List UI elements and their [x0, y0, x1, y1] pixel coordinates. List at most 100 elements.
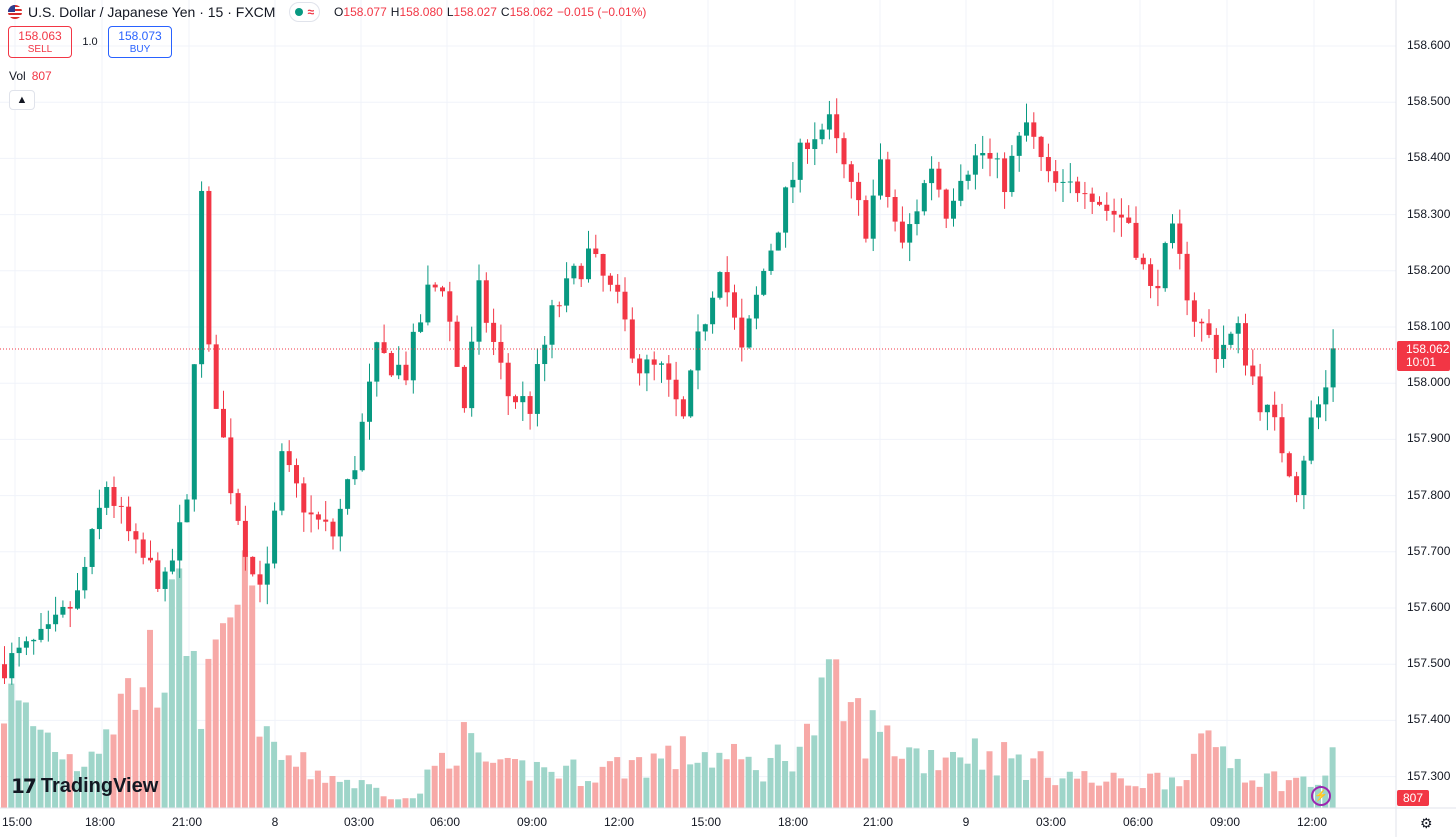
candle-body [702, 324, 708, 332]
volume-bar [971, 738, 978, 808]
candle-body [199, 190, 205, 365]
candle-body [177, 522, 183, 561]
volume-bar [504, 757, 511, 808]
candle-body [1024, 122, 1029, 136]
volume-bar [898, 758, 905, 808]
time-tick-label: 18:00 [85, 815, 116, 829]
candle-body [133, 531, 139, 540]
candle-body [951, 200, 956, 219]
candle-body [651, 359, 657, 365]
market-status[interactable]: ≈ [289, 2, 321, 22]
candle-body [242, 520, 248, 557]
price-tick-label: 158.300 [1407, 206, 1451, 221]
candle-body [1264, 404, 1270, 413]
candle-body [841, 138, 847, 165]
time-tick-label: 06:00 [1123, 815, 1154, 829]
candle-body [826, 114, 832, 130]
volume-bar [665, 745, 672, 808]
volume-bar [599, 766, 606, 808]
volume-bar [658, 758, 664, 808]
candle-body [272, 510, 278, 564]
volume-bar [731, 743, 737, 808]
volume-bar [679, 736, 686, 808]
candle-body [1213, 334, 1219, 360]
candle-body [1279, 417, 1285, 454]
candle-body [308, 512, 314, 515]
collapse-legend-button[interactable]: ▲ [9, 90, 35, 110]
volume-bar [249, 585, 256, 808]
candle-body [425, 284, 431, 323]
candle-body [994, 158, 1000, 160]
price-tick-label: 157.800 [1407, 487, 1451, 502]
volume-bar [212, 639, 219, 808]
candle-body [96, 507, 102, 530]
volume-bar [285, 755, 292, 808]
candle-body [659, 363, 664, 365]
candle-body [1104, 204, 1110, 211]
candle-body [228, 437, 234, 494]
volume-bar [672, 769, 679, 808]
order-quantity[interactable]: 1.0 [82, 36, 98, 48]
candle-body [513, 396, 518, 403]
candle-body [965, 174, 971, 181]
candle-body [432, 284, 438, 288]
volume-bar [497, 759, 504, 808]
volume-bar [490, 762, 497, 808]
candle-body [23, 641, 29, 648]
time-tick-label: 18:00 [778, 815, 809, 829]
candle-body [505, 362, 511, 397]
volume-bar [782, 760, 789, 808]
candle-body [1308, 417, 1314, 461]
candle-body [213, 344, 219, 409]
candle-body [520, 396, 526, 403]
symbol-title[interactable]: U.S. Dollar / Japanese Yen · 15 · FXCM [28, 4, 276, 20]
lightning-icon[interactable]: ⚡ [1311, 786, 1331, 806]
candle-body [206, 190, 212, 345]
volume-bar [1052, 785, 1059, 808]
volume-bar [52, 751, 59, 808]
candlesticks [2, 98, 1336, 685]
candle-body [775, 232, 781, 251]
market-open-icon [295, 8, 304, 16]
volume-bar [1074, 778, 1081, 808]
candle-body [337, 508, 343, 537]
volume-bar [709, 767, 716, 808]
candle-body [60, 606, 66, 615]
volume-bar [1, 723, 7, 808]
volume-bar [738, 759, 745, 808]
gear-icon[interactable]: ⚙ [1420, 815, 1433, 831]
volume-bar [825, 659, 832, 808]
price-tick-label: 157.400 [1407, 712, 1451, 727]
candle-body [1089, 193, 1095, 202]
candle-body [1257, 376, 1263, 413]
volume-bar [869, 710, 876, 808]
candle-body [352, 470, 358, 480]
candle-body [367, 381, 372, 422]
volume-bar [424, 769, 431, 808]
candle-body [257, 574, 263, 585]
volume-bar [117, 693, 124, 808]
volume-bar [1249, 780, 1256, 808]
candle-body [491, 322, 497, 342]
tradingview-logo[interactable]: 𝟭𝟳 TradingView [11, 775, 159, 798]
candle-body [527, 396, 533, 414]
volume-bar [1132, 786, 1139, 808]
volume-bar [234, 604, 241, 808]
candle-body [819, 129, 825, 140]
volume-bar [95, 753, 102, 808]
volume-bar [942, 757, 949, 808]
time-tick-label: 12:00 [1297, 815, 1328, 829]
volume-bar [395, 799, 402, 808]
candle-body [1235, 323, 1241, 334]
sell-button[interactable]: 158.063 SELL [8, 26, 72, 58]
volume-bar [147, 629, 153, 808]
candle-body [1286, 453, 1292, 477]
candle-body [67, 606, 73, 609]
volume-bar [1285, 780, 1292, 808]
candle-body [111, 487, 117, 506]
candle-body [140, 539, 146, 558]
candle-body [637, 358, 643, 374]
candle-body [600, 254, 606, 276]
buy-button[interactable]: 158.073 BUY [108, 26, 172, 58]
